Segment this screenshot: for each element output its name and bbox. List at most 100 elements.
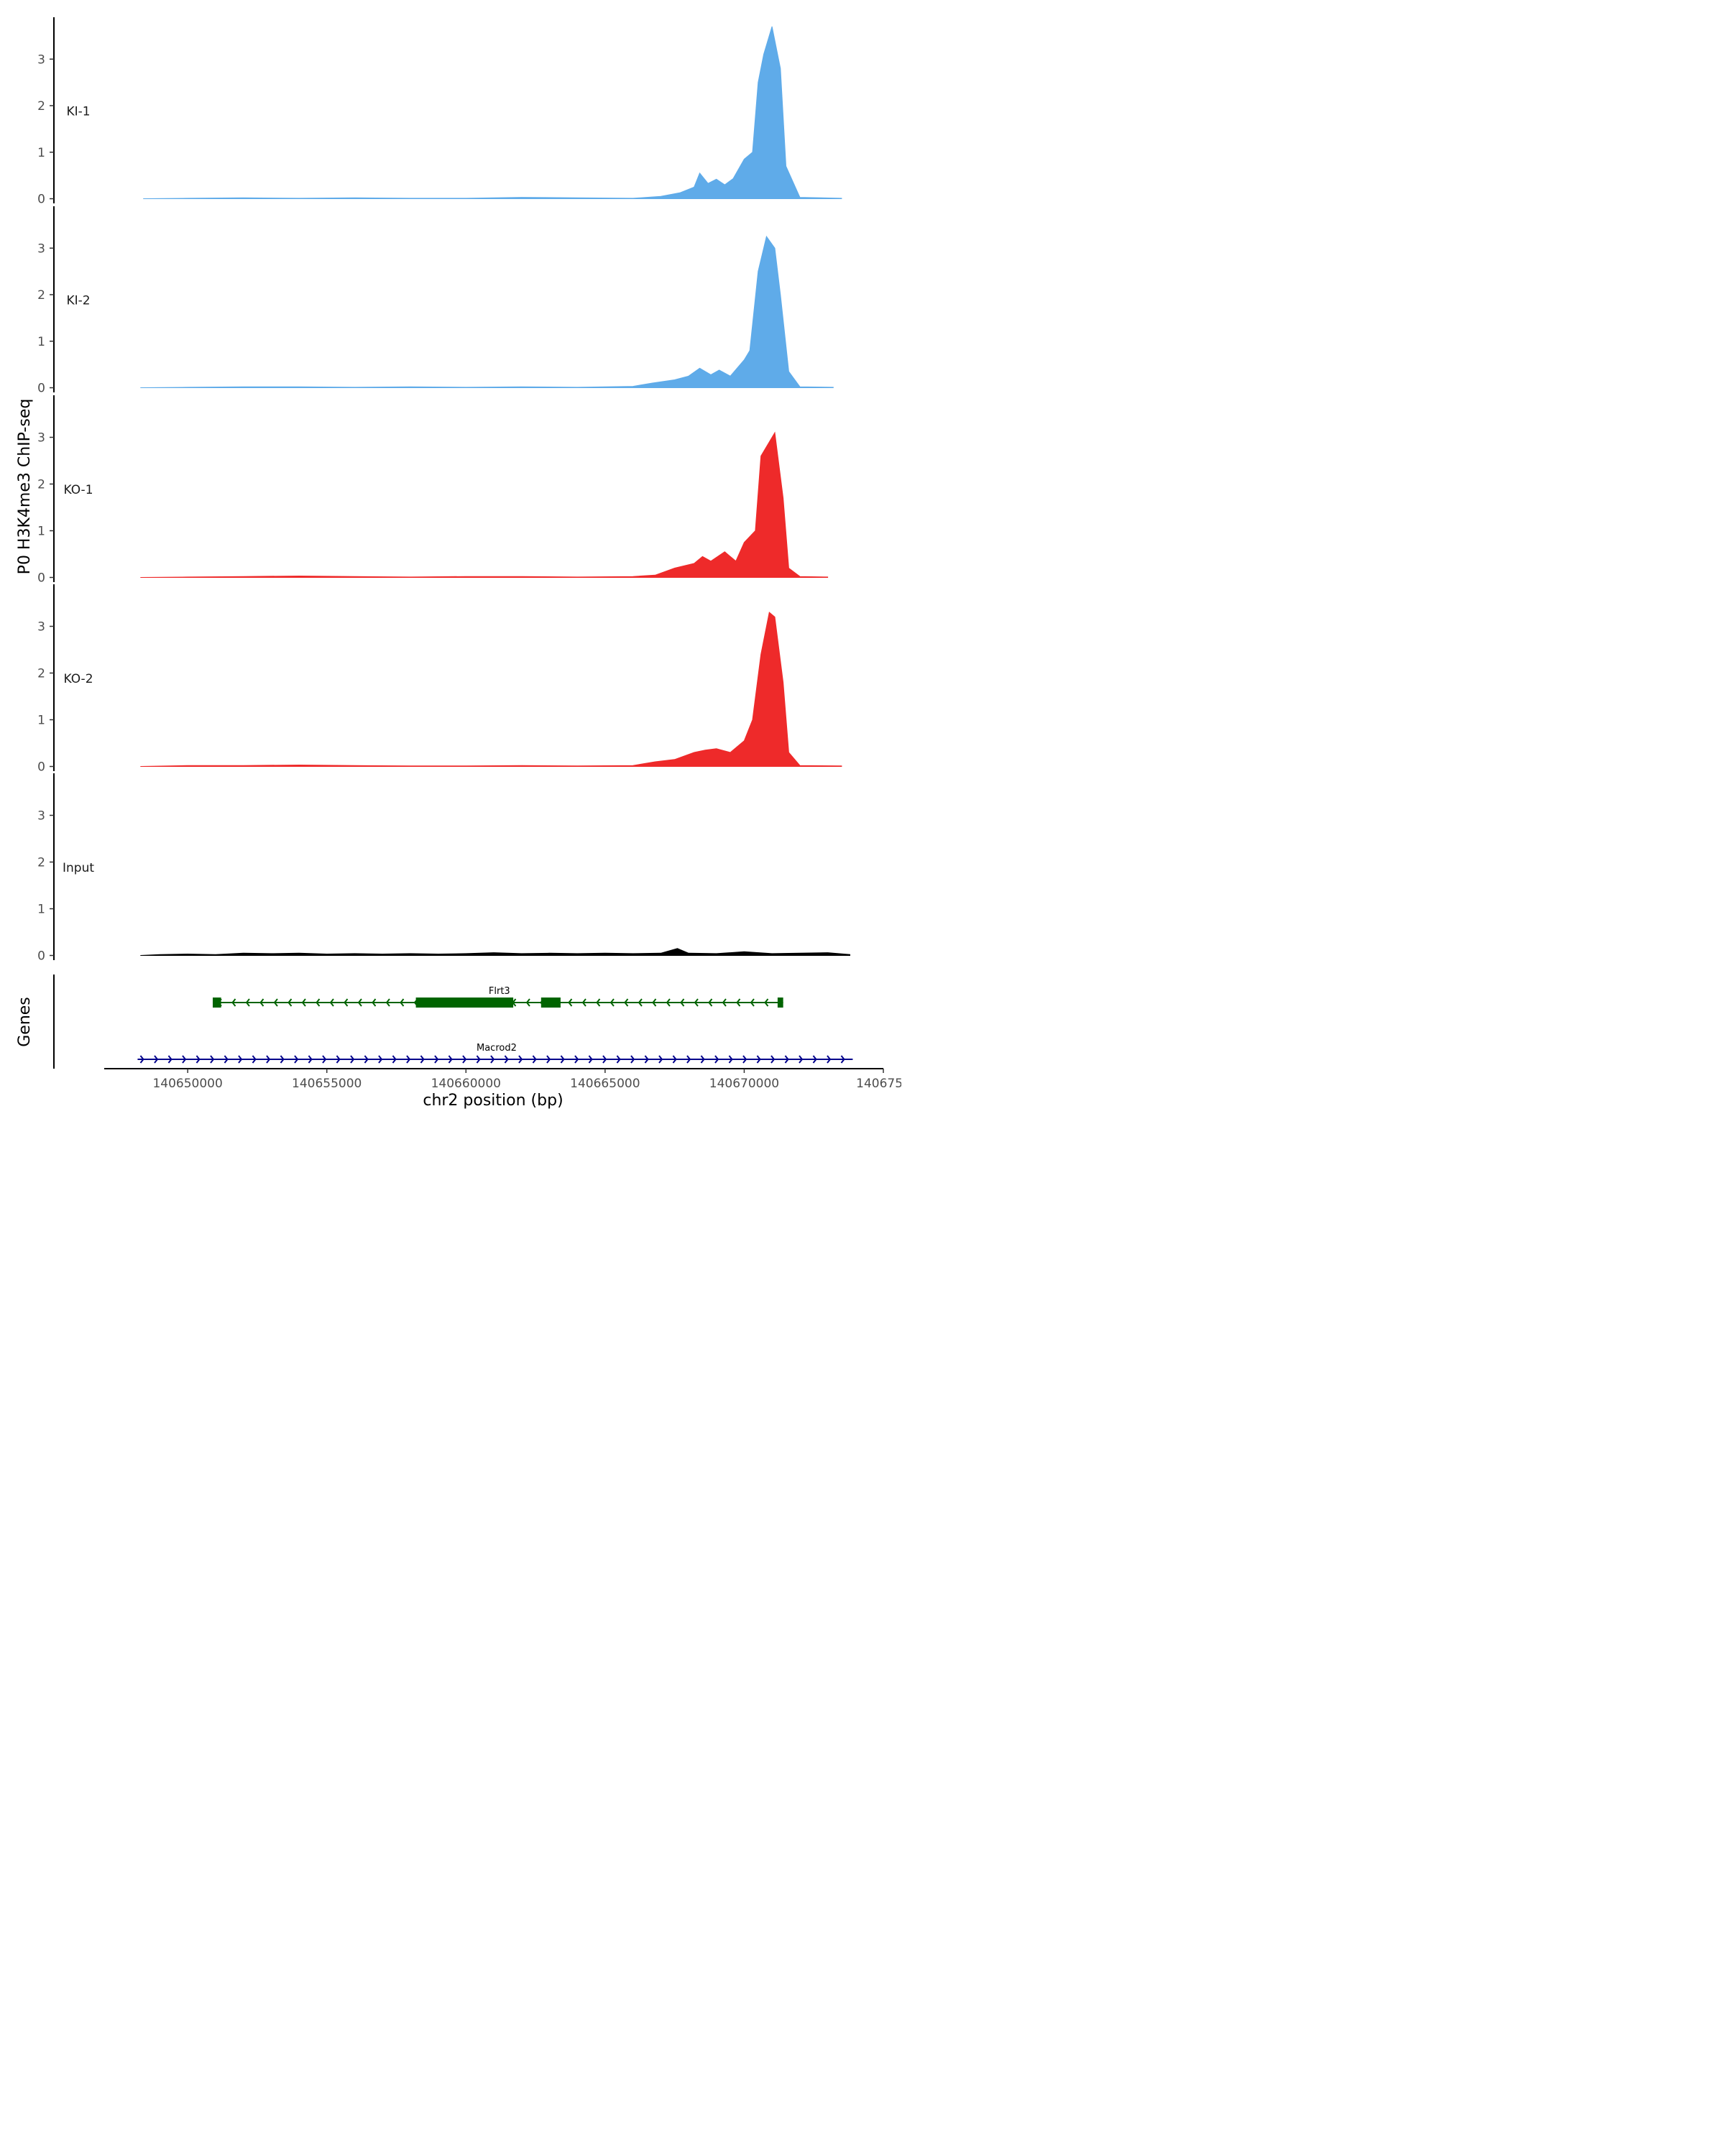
x-axis: 140650000 140655000 140660000 140665000 1406…: [104, 1068, 901, 1091]
gene-label: Macrod2: [477, 1043, 517, 1054]
strand-chevron: [560, 1055, 565, 1064]
strand-chevron: [680, 998, 685, 1007]
strand-chevron: [357, 998, 362, 1007]
exon-block: [212, 998, 221, 1008]
y-tick-label: 2: [37, 478, 45, 492]
exon-block: [415, 998, 514, 1008]
exon-block: [540, 998, 561, 1008]
y-tick-label: 3: [37, 620, 45, 635]
strand-chevron: [756, 1055, 761, 1064]
strand-chevron: [596, 998, 601, 1007]
y-tick-label: 0: [37, 193, 45, 207]
strand-chevron: [385, 998, 390, 1007]
strand-chevron: [714, 1055, 719, 1064]
strand-chevron: [372, 998, 377, 1007]
x-axis-title: chr2 position (bp): [423, 1092, 563, 1110]
strand-chevron: [630, 1055, 635, 1064]
strand-chevron: [448, 1055, 453, 1064]
strand-chevron: [700, 1055, 705, 1064]
gene-flrt3: Flrt3: [212, 986, 783, 1008]
y-tick-label: 2: [37, 856, 45, 870]
exon-block: [777, 998, 783, 1008]
tracks-layer: 0 1 2 3 KI-1 0 1 2 3 KI-2 0 1 2 3 KO-1 0 1 2 3 KO-2 0 1 2 3 Inpu…: [37, 17, 850, 964]
track-ko-1: 0 1 2 3 KO-1: [37, 395, 829, 586]
strand-chevron: [224, 1055, 229, 1064]
y-tick-label: 0: [37, 949, 45, 964]
strand-chevron: [336, 1055, 341, 1064]
track-ki-2: 0 1 2 3 KI-2: [37, 206, 834, 396]
track-label: KO-2: [63, 672, 93, 686]
y-tick-label: 0: [37, 382, 45, 396]
strand-chevron: [434, 1055, 439, 1064]
strand-chevron: [658, 1055, 663, 1064]
signal-area: [143, 26, 842, 199]
strand-chevron: [196, 1055, 201, 1064]
strand-chevron: [259, 998, 264, 1007]
strand-chevron: [742, 1055, 748, 1064]
y-tick-label: 1: [37, 525, 45, 539]
y-tick-label: 3: [37, 431, 45, 446]
strand-chevron: [378, 1055, 383, 1064]
strand-chevron: [462, 1055, 467, 1064]
strand-chevron: [532, 1055, 537, 1064]
strand-chevron: [210, 1055, 215, 1064]
strand-chevron: [588, 1055, 593, 1064]
y-tick-label: 1: [37, 146, 45, 160]
strand-chevron: [602, 1055, 607, 1064]
strand-chevron: [167, 1055, 172, 1064]
strand-chevron: [400, 998, 405, 1007]
strand-chevron: [812, 1055, 817, 1064]
strand-chevron: [518, 1055, 523, 1064]
signal-area: [140, 948, 850, 956]
signal-area: [140, 612, 842, 767]
y-tick-label: 2: [37, 667, 45, 681]
strand-chevron: [280, 1055, 285, 1064]
y-tick-label: 2: [37, 288, 45, 303]
genes-axis-title: Genes: [16, 997, 34, 1047]
strand-chevron: [722, 998, 727, 1007]
strand-chevron: [686, 1055, 691, 1064]
strand-chevron: [616, 1055, 621, 1064]
track-input: 0 1 2 3 Input: [37, 773, 850, 964]
strand-chevron: [574, 1055, 579, 1064]
genes-layer: Flrt3 Macrod2: [53, 975, 853, 1069]
track-label: KI-2: [66, 294, 90, 308]
strand-chevron: [294, 1055, 299, 1064]
strand-chevron: [624, 998, 629, 1007]
strand-chevron: [364, 1055, 369, 1064]
strand-chevron: [652, 998, 657, 1007]
strand-chevron: [322, 1055, 327, 1064]
track-ki-1: 0 1 2 3 KI-1: [37, 17, 842, 207]
strand-chevron: [694, 998, 699, 1007]
strand-chevron: [784, 1055, 789, 1064]
strand-chevron: [231, 998, 236, 1007]
strand-chevron: [344, 998, 349, 1007]
x-tick-label: 140665000: [570, 1077, 640, 1091]
strand-chevron: [301, 998, 306, 1007]
gene-macrod2: Macrod2: [137, 1043, 853, 1064]
x-tick-label: 140650000: [152, 1077, 222, 1091]
strand-chevron: [525, 998, 530, 1007]
y-tick-label: 1: [37, 714, 45, 728]
strand-chevron: [666, 998, 671, 1007]
strand-chevron: [638, 998, 643, 1007]
strand-chevron: [764, 998, 769, 1007]
y-tick-label: 3: [37, 809, 45, 824]
gene-label: Flrt3: [489, 986, 510, 997]
signal-area: [140, 235, 834, 388]
chart-svg: 0 1 2 3 KI-1 0 1 2 3 KI-2 0 1 2 3 KO-1 0 1 2 3 KO-2 0 1 2 3 Inpu…: [16, 17, 901, 1110]
strand-chevron: [392, 1055, 397, 1064]
strand-chevron: [252, 1055, 257, 1064]
strand-chevron: [266, 1055, 271, 1064]
track-label: Input: [63, 861, 94, 875]
x-tick-label: 140670000: [709, 1077, 779, 1091]
y-tick-label: 3: [37, 52, 45, 67]
y-tick-label: 0: [37, 760, 45, 775]
track-ko-2: 0 1 2 3 KO-2: [37, 584, 842, 775]
y-axis-title: P0 H3K4me3 ChIP-seq: [16, 399, 34, 575]
strand-chevron: [238, 1055, 243, 1064]
y-tick-label: 2: [37, 99, 45, 114]
strand-chevron: [245, 998, 250, 1007]
strand-chevron: [329, 998, 334, 1007]
strand-chevron: [316, 998, 321, 1007]
